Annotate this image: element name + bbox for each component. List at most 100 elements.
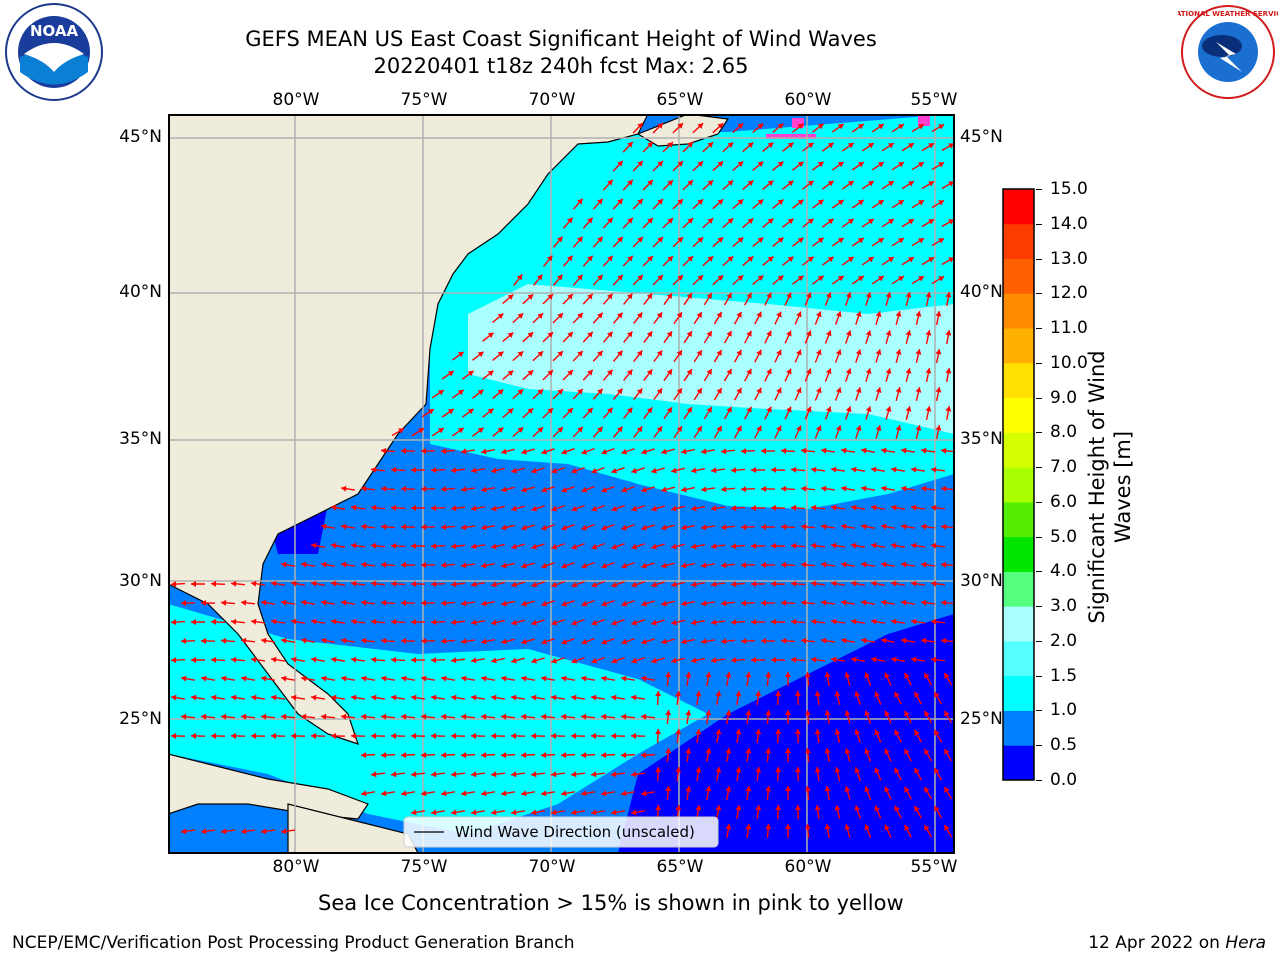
direction-arrow-head [541,562,548,569]
direction-arrow-head [421,524,427,531]
direction-arrow-head [171,581,177,588]
direction-arrow-head [381,561,387,568]
direction-arrow-head [391,694,397,701]
direction-arrow-head [401,599,407,606]
colorbar-tick-mark [1036,640,1042,642]
colorbar-tick-label: 1.5 [1050,665,1078,686]
direction-arrow-head [711,505,717,512]
direction-arrow-head [601,675,607,682]
direction-arrow-head [874,729,880,736]
direction-arrow-head [321,523,327,530]
direction-arrow-head [591,619,598,626]
direction-arrow-head [695,729,702,735]
colorbar-tick-label: 1.0 [1050,700,1078,721]
direction-arrow-head [944,672,950,679]
direction-arrow-head [587,369,593,376]
direction-arrow-head [657,237,663,243]
direction-arrow-head [331,580,337,587]
direction-arrow-head [437,428,444,434]
direction-arrow-head [411,694,417,701]
direction-arrow-head [591,581,598,588]
direction-arrow-head [481,752,487,759]
direction-arrow-head [541,752,547,759]
direction-arrow-head [251,618,257,625]
direction-arrow-head [351,504,357,511]
direction-arrow-head [705,710,712,716]
direction-arrow-head [381,752,387,759]
colorbar-segment [1003,397,1034,433]
direction-arrow-head [507,332,514,338]
direction-arrow-head [517,389,524,395]
direction-arrow-head [421,675,427,682]
direction-arrow-head [371,466,377,473]
direction-arrow-head [844,672,851,678]
direction-arrow-head [721,562,727,569]
direction-arrow-head [655,729,662,735]
direction-arrow-head [571,619,578,626]
direction-arrow-head [171,732,177,739]
direction-arrow-head [796,387,802,394]
direction-arrow-head [885,292,892,298]
direction-arrow-head [221,675,227,682]
direction-arrow-head [807,256,814,263]
direction-arrow-head [411,580,417,587]
colorbar-tick-mark [1036,780,1042,781]
direction-arrow-head [935,425,942,431]
direction-arrow-head [497,313,504,320]
direction-arrow-head [685,786,692,792]
direction-arrow-head [617,198,623,205]
direction-arrow-head [656,312,663,319]
direction-arrow-head [765,824,772,830]
direction-arrow-head [865,368,872,375]
direction-arrow-head [428,409,434,415]
direction-arrow-head [677,275,684,281]
direction-arrow-head [775,729,782,735]
direction-arrow-head [421,752,427,759]
direction-arrow-head [661,638,667,645]
direction-arrow-head [797,275,804,282]
direction-arrow-head [857,275,864,282]
direction-arrow-head [551,543,558,550]
direction-arrow-head [737,237,744,243]
direction-arrow-head [757,275,764,282]
direction-arrow-head [601,638,608,645]
direction-arrow-head [745,824,752,830]
direction-arrow-head [857,199,864,206]
direction-arrow-head [911,656,917,663]
direction-arrow-head [736,311,742,318]
direction-arrow-head [915,349,922,355]
direction-arrow-head [401,675,407,682]
direction-arrow-head [691,657,697,664]
direction-arrow-head [671,581,677,588]
direction-arrow-head [597,236,603,243]
direction-arrow-head [251,580,257,587]
direction-arrow-head [745,710,752,716]
direction-arrow-head [617,236,623,243]
direction-arrow-head [201,828,207,835]
direction-arrow-head [771,656,777,663]
direction-arrow-head [261,599,267,606]
direction-arrow-head [681,524,687,531]
colorbar-tick-label: 7.0 [1050,457,1078,478]
direction-arrow-head [651,619,657,626]
lon-label-bottom: 75°W [400,857,448,877]
direction-arrow-head [511,467,517,474]
direction-arrow-head [901,637,907,644]
direction-arrow-head [827,142,834,149]
direction-arrow-head [741,524,747,531]
direction-arrow-head [291,580,297,587]
direction-arrow-head [361,485,367,492]
direction-arrow-head [471,771,477,778]
direction-arrow-head [701,448,707,455]
direction-arrow-head [651,467,657,474]
direction-arrow-head [447,370,454,377]
direction-arrow-head [801,485,807,492]
direction-arrow-head [731,657,737,664]
direction-arrow-head [831,504,837,511]
direction-arrow-head [885,330,892,336]
map-title: GEFS MEAN US East Coast Significant Heig… [245,27,877,51]
wind-wave-direction-arrows [170,122,954,839]
direction-arrow-head [481,790,487,797]
direction-arrow-head [871,542,877,549]
direction-arrow-head [686,407,692,413]
